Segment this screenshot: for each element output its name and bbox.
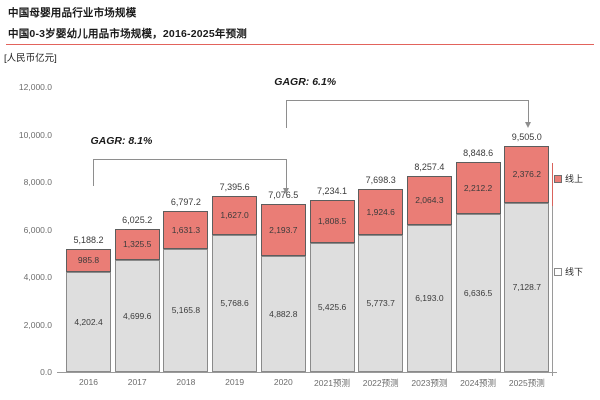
bar-segment-offline[interactable]: 6,193.0 xyxy=(406,224,452,372)
bracket-horizontal-line xyxy=(92,159,287,160)
bar-total-label: 7,234.1 xyxy=(316,186,348,197)
bracket-arrow-icon xyxy=(524,122,531,128)
bar-segment-label: 1,924.6 xyxy=(366,206,395,217)
legend-swatch-offline-icon xyxy=(554,267,562,276)
x-axis-tick-label: 2019 xyxy=(225,377,245,387)
bar-segment-offline[interactable]: 7,128.7 xyxy=(504,202,550,372)
y-axis-tick-label: 2,000.0 xyxy=(23,319,52,330)
legend-label: 线下 xyxy=(565,267,584,277)
legend-connector-rail-online xyxy=(552,163,553,206)
bracket-right-stem xyxy=(527,100,529,122)
legend-connector-rail-offline xyxy=(552,206,553,376)
header-divider xyxy=(6,44,594,45)
x-axis-tick-label: 2016 xyxy=(79,377,98,387)
bar-segment-label: 2,212.2 xyxy=(463,182,493,193)
bar-segment-offline[interactable]: 5,425.6 xyxy=(309,243,355,372)
bar-segment-offline[interactable]: 5,165.8 xyxy=(163,249,209,372)
bar-segment-offline[interactable]: 4,882.8 xyxy=(260,256,306,372)
bar-segment-online[interactable]: 2,376.2 xyxy=(504,146,550,203)
bar-segment-offline[interactable]: 4,699.6 xyxy=(114,260,160,372)
bar-total-label: 6,797.2 xyxy=(170,196,201,207)
bar-segment-online[interactable]: 2,212.2 xyxy=(455,161,501,215)
bar-total-label: 8,257.4 xyxy=(414,161,445,172)
bar-segment-offline[interactable]: 4,202.4 xyxy=(66,272,111,372)
cagr-annotation-label: GAGR: 6.1% xyxy=(274,76,337,88)
legend-item-online[interactable]: 线上 xyxy=(554,172,583,185)
bar-total-label: 7,698.3 xyxy=(365,175,396,186)
bar-total-label: 6,025.2 xyxy=(122,214,153,225)
cagr-annotation-label: GAGR: 8.1% xyxy=(90,135,153,147)
bar-total-label: 9,505.0 xyxy=(511,132,542,143)
bar-segment-offline[interactable]: 5,768.6 xyxy=(212,234,258,372)
x-axis-tick-label: 2023预测 xyxy=(411,378,448,388)
bar-segment-offline[interactable]: 5,773.7 xyxy=(358,234,404,372)
bar-total-label: 7,395.6 xyxy=(219,182,250,193)
chart-subtitle: 中国0-3岁婴幼儿用品市场规模，2016-2025年预测 xyxy=(8,28,247,40)
x-axis-tick-label: 2021预测 xyxy=(314,378,350,388)
y-axis-tick-label: 12,000.0 xyxy=(18,82,52,92)
bar-segment-label: 1,627.0 xyxy=(220,210,249,221)
bar-segment-label: 985.8 xyxy=(77,255,100,266)
bar-segment-label: 2,376.2 xyxy=(512,169,541,180)
x-axis-tick-label: 2022预测 xyxy=(362,378,399,388)
x-axis-tick-label: 2018 xyxy=(176,377,196,387)
bar-segment-online[interactable]: 2,064.3 xyxy=(406,175,452,225)
y-axis-tick-label: 4,000.0 xyxy=(23,272,52,282)
bar-segment-online[interactable]: 1,627.0 xyxy=(212,196,258,235)
bar-segment-label: 1,808.5 xyxy=(317,216,347,227)
y-axis-tick-label: 6,000.0 xyxy=(23,224,52,235)
bracket-left-stem xyxy=(286,100,288,128)
bar-segment-online[interactable]: 1,924.6 xyxy=(358,189,404,235)
bar-segment-online[interactable]: 985.8 xyxy=(66,248,111,273)
bar-segment-label: 6,636.5 xyxy=(463,287,493,298)
bracket-horizontal-line xyxy=(286,100,528,101)
x-axis-line xyxy=(57,372,557,373)
x-axis-tick-label: 2017 xyxy=(127,377,147,387)
y-axis-tick-label: 8,000.0 xyxy=(23,177,52,187)
bar-segment-online[interactable]: 1,808.5 xyxy=(309,200,355,244)
bar-segment-label: 1,325.5 xyxy=(123,239,152,250)
legend-item-offline[interactable]: 线下 xyxy=(554,265,583,278)
x-axis-tick-label: 2020 xyxy=(273,377,293,387)
bar-segment-label: 5,165.8 xyxy=(171,305,201,316)
bar-segment-label: 4,202.4 xyxy=(74,316,103,327)
legend-label: 线上 xyxy=(565,174,584,184)
y-axis-tick-label: 0.0 xyxy=(40,367,52,377)
bar-segment-label: 1,631.3 xyxy=(171,224,201,235)
bracket-right-stem xyxy=(286,159,288,188)
x-axis-tick-label: 2025预测 xyxy=(508,378,545,388)
bracket-arrow-icon xyxy=(283,188,290,194)
bar-total-label: 7,076.5 xyxy=(268,189,299,200)
bar-segment-label: 5,768.6 xyxy=(220,298,249,309)
bracket-left-stem xyxy=(92,159,94,186)
bar-segment-online[interactable]: 1,325.5 xyxy=(114,228,160,261)
bar-segment-label: 4,699.6 xyxy=(123,310,152,321)
x-axis-tick-label: 2024预测 xyxy=(460,378,497,388)
bar-segment-offline[interactable]: 6,636.5 xyxy=(455,214,501,372)
bar-segment-label: 5,425.6 xyxy=(317,302,347,313)
page-title: 中国母婴用品行业市场规模 xyxy=(8,7,137,19)
bar-segment-label: 5,773.7 xyxy=(366,298,395,309)
legend-swatch-online-icon xyxy=(554,174,562,183)
bar-segment-online[interactable]: 2,193.7 xyxy=(260,203,306,257)
bar-segment-label: 4,882.8 xyxy=(269,308,298,319)
bar-segment-label: 2,193.7 xyxy=(269,224,298,235)
y-axis-tick-label: 10,000.0 xyxy=(18,129,52,140)
bar-segment-label: 2,064.3 xyxy=(415,195,444,206)
bar-total-label: 5,188.2 xyxy=(73,234,104,245)
bar-segment-label: 6,193.0 xyxy=(415,293,444,304)
bar-segment-online[interactable]: 1,631.3 xyxy=(163,210,209,250)
y-axis-unit-label: [人民币亿元] xyxy=(4,53,57,64)
bar-total-label: 8,848.6 xyxy=(463,147,494,158)
bar-segment-label: 7,128.7 xyxy=(512,282,541,293)
